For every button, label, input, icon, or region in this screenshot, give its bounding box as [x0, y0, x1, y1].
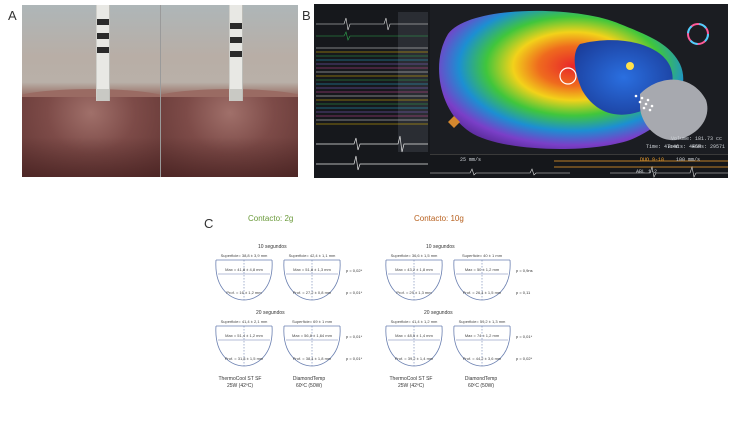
depth-label: Prof. = 29 ± 1,3 mm — [396, 290, 432, 295]
surface-label: Superficie= 59,2 ± 1,3 mm — [459, 319, 506, 324]
panel-c-label: C — [204, 216, 214, 231]
p-value-max: p = 0,01* — [346, 334, 363, 339]
p-value-depth: p = 0,11 — [516, 290, 531, 295]
max-width-label: Max = 51,8 ± 1,3 mm — [293, 267, 331, 272]
catheter-b-name: DiamondTemp — [292, 376, 326, 382]
max-width-label: Max = 43,2 ± 1,8 mm — [395, 267, 433, 272]
catheter-b-caption-left: DiamondTemp 60ºC (50W) — [274, 376, 344, 390]
p-value-max: p = 0,9ns — [516, 268, 533, 273]
catheter-left — [96, 5, 110, 101]
abl-label: ABL 1-2 — [636, 169, 658, 175]
surface-label: Superficie= 42,4 ± 1,1 mm — [289, 253, 336, 258]
max-width-label: Max = 51,4 ± 1,2 mm — [225, 333, 263, 338]
lesion-diagram: Superficie= 42,4 ± 1,1 mm Max = 51,8 ± 1,… — [280, 250, 344, 307]
duo-label: DUO 9-10 — [640, 157, 665, 163]
lesion-diagram: Superficie= 38,8 ± 3,9 mm Max = 41,8 ± 4,… — [212, 250, 276, 307]
time-20-right: 20 segundos — [424, 310, 453, 316]
ecg-traces — [314, 4, 431, 178]
surface-label: Superficie= 41,4 ± 2,1 mm — [221, 319, 268, 324]
catheter-a-caption-right: ThermoCool ST SF 25W (42ºC) — [376, 376, 446, 390]
max-width-label: Max = 48,5 ± 1,4 mm — [395, 333, 433, 338]
p-value-depth: p = 0,01* — [346, 290, 363, 295]
lesion-diagram: Superficie= 40 ± 1 mm Max = 50 ± 1,2 mm Pr… — [450, 250, 514, 307]
group-left-title: Contacto: 2g — [248, 214, 294, 223]
volume-readout: Volume: 181.73 cc — [670, 136, 722, 142]
anatomic-3d-map: Volume: 181.73 cc Time: 47:46 Beats: 445… — [430, 4, 728, 154]
catheter-a-setting: 25W (42ºC) — [227, 383, 253, 389]
p-value-depth: p = 0,01* — [346, 356, 363, 361]
p-value-depth: p = 0,02* — [516, 356, 533, 361]
surface-label: Superficie= 38,8 ± 3,9 mm — [221, 253, 268, 258]
depth-label: Prof. = 38,4 ± 1,8 mm — [293, 356, 332, 361]
depth-label: Prof. = 39,2 ± 1,4 mm — [395, 356, 434, 361]
catheter-a-caption-left: ThermoCool ST SF 25W (42ºC) — [205, 376, 275, 390]
max-width-label: Max = 56,8 ± 1,64 mm — [292, 333, 333, 338]
catheter-b-caption-right: DiamondTemp 60ºC (50W) — [446, 376, 516, 390]
lesion-diagram: Superficie= 36,6 ± 1,5 mm Max = 43,2 ± 1,… — [382, 250, 446, 307]
catheter-a-name: ThermoCool ST SF — [389, 376, 433, 382]
panel-a-label: A — [8, 8, 17, 23]
speed-label: 25 mm/s — [460, 157, 482, 163]
speed-label-2: 100 mm/s — [676, 157, 701, 163]
depth-label: Prof. = 16 ± 1,2 mm — [226, 290, 262, 295]
depth-label: Prof. = 31,8 ± 1,5 mm — [225, 356, 264, 361]
max-width-label: Max = 74 ± 1,2 mm — [465, 333, 500, 338]
time-readout: Time: 47:46 — [646, 144, 680, 150]
catheter-a-name: ThermoCool ST SF — [218, 376, 262, 382]
lesion-diagram: Superficie= 69 ± 1 mm Max = 56,8 ± 1,64 m… — [280, 316, 344, 373]
max-width-label: Max = 41,8 ± 4,8 mm — [225, 267, 263, 272]
p-value-max: p = 0,02* — [346, 268, 363, 273]
signal-strip: DUO 9-10 ABL 1-2 25 mm/s 100 mm/s — [430, 154, 728, 178]
depth-label: Prof. = 26,4 ± 1,5 mm — [463, 290, 502, 295]
p-value-max: p = 0,01* — [516, 334, 533, 339]
catheter-b-setting: 60ºC (50W) — [296, 383, 322, 389]
surface-label: Superficie= 69 ± 1 mm — [292, 319, 333, 324]
depth-label: Prof. = 27,2 ± 0,8 mm — [293, 290, 332, 295]
catheter-right — [229, 5, 243, 101]
time-20-left: 20 segundos — [256, 310, 285, 316]
depth-label: Prof. = 44,2 ± 3,6 mm — [463, 356, 502, 361]
group-right-title: Contacto: 10g — [414, 214, 464, 223]
lesion-diagram: Superficie= 41,4 ± 2,1 mm Max = 51,4 ± 1,… — [212, 316, 276, 373]
panel-b-label: B — [302, 8, 311, 23]
catheter-b-name: DiamondTemp — [464, 376, 498, 382]
lesion-diagram: Superficie= 59,2 ± 1,3 mm Max = 74 ± 1,2 … — [450, 316, 514, 373]
lesion-diagram: Superficie= 41,4 ± 1,2 mm Max = 48,5 ± 1,… — [382, 316, 446, 373]
surface-label: Superficie= 41,4 ± 1,2 mm — [391, 319, 438, 324]
catheter-a-setting: 25W (42ºC) — [398, 383, 424, 389]
beats-readout: Beats: 4450 — [668, 144, 702, 150]
catheter-b-setting: 60ºC (50W) — [468, 383, 494, 389]
photo-right-half — [160, 5, 298, 177]
catheter-tissue-photo — [22, 5, 298, 177]
time-10-right: 10 segundos — [426, 244, 455, 250]
surface-label: Superficie= 40 ± 1 mm — [462, 253, 503, 258]
time-10-left: 10 segundos — [258, 244, 287, 250]
egms-readout: EGMs: 29571 — [692, 144, 726, 150]
photo-left-half — [22, 5, 160, 177]
electroanatomic-map-screenshot: Volume: 181.73 cc Time: 47:46 Beats: 445… — [314, 4, 728, 178]
surface-label: Superficie= 36,6 ± 1,5 mm — [391, 253, 438, 258]
max-width-label: Max = 50 ± 1,2 mm — [465, 267, 500, 272]
